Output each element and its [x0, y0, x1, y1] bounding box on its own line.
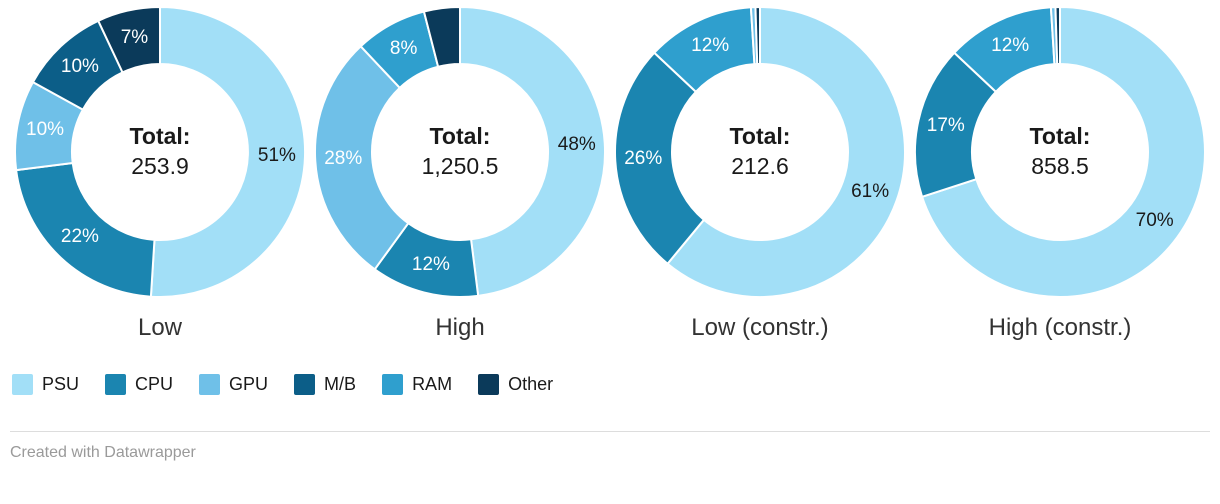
footer: Created with Datawrapper — [10, 432, 1210, 462]
legend-swatch — [105, 374, 127, 395]
legend-label: M/B — [324, 374, 357, 394]
legend-item-other: Other — [478, 374, 553, 395]
chart-title: High — [435, 314, 485, 341]
footer-divider — [10, 431, 1210, 432]
legend: PSU CPU GPU M/B RAM Other — [12, 374, 1210, 395]
donut-slice-cpu — [614, 51, 705, 265]
total-value: 858.5 — [1031, 153, 1089, 179]
donut-svg — [314, 6, 606, 298]
legend-item-gpu: GPU — [199, 374, 268, 395]
legend-label: GPU — [229, 374, 269, 394]
total-value: 253.9 — [131, 153, 189, 179]
donut-svg — [914, 6, 1206, 298]
donut-slice-cpu — [15, 162, 156, 298]
legend-label: PSU — [42, 374, 80, 394]
donut-slice-psu — [666, 6, 906, 298]
total-label: Total: — [1029, 123, 1091, 150]
chart-title: Low (constr.) — [691, 314, 829, 341]
donut-charts-row: 51% 22% 10% 10% 7% Total: 253.9 Low 48% 12% 28% 8% T… — [10, 6, 1210, 342]
donut-slice-psu — [921, 6, 1206, 298]
total-label: Total: — [129, 123, 191, 150]
donut-svg — [14, 6, 306, 298]
credit-text: Created with Datawrapper — [10, 444, 196, 461]
donut-slice-other — [1054, 6, 1061, 66]
legend-label: CPU — [135, 374, 174, 394]
legend-item-ram: RAM — [382, 374, 452, 395]
legend-label: RAM — [412, 374, 453, 394]
donut: 48% 12% 28% 8% Total: 1,250.5 — [314, 6, 606, 298]
chart-title: High (constr.) — [988, 314, 1132, 341]
legend-swatch — [294, 374, 316, 395]
donut-svg — [614, 6, 906, 298]
total-label: Total: — [429, 123, 491, 150]
chart-title: Low — [137, 314, 183, 341]
donut-chart: 51% 22% 10% 10% 7% Total: 253.9 Low — [10, 6, 310, 342]
donut: 51% 22% 10% 10% 7% Total: 253.9 — [14, 6, 306, 298]
donut-center-text: Total: 1,250.5 — [422, 122, 499, 182]
donut-chart: 61% 26% 12% Total: 212.6 Low (constr.) — [610, 6, 910, 342]
legend-swatch — [382, 374, 404, 395]
legend-label: Other — [508, 374, 554, 394]
legend-item-psu: PSU — [12, 374, 79, 395]
donut-chart: 48% 12% 28% 8% Total: 1,250.5 High — [310, 6, 610, 342]
total-label: Total: — [729, 123, 791, 150]
legend-swatch — [478, 374, 500, 395]
legend-swatch — [199, 374, 221, 395]
legend-swatch — [12, 374, 33, 395]
donut-slice-gpu — [314, 45, 410, 271]
donut-center-text: Total: 858.5 — [1030, 122, 1091, 182]
donut-slice-other — [754, 6, 761, 66]
total-value: 212.6 — [731, 153, 789, 179]
donut-center-text: Total: 253.9 — [130, 122, 191, 182]
legend-item-mb: M/B — [294, 374, 356, 395]
donut-slice-other — [97, 6, 161, 74]
donut-slice-psu — [459, 6, 606, 297]
total-value: 1,250.5 — [421, 153, 499, 179]
donut-slice-other — [422, 6, 461, 68]
donut-slice-psu — [149, 6, 306, 298]
donut-center-text: Total: 212.6 — [730, 122, 791, 182]
donut: 70% 17% 12% Total: 858.5 — [914, 6, 1206, 298]
donut: 61% 26% 12% Total: 212.6 — [614, 6, 906, 298]
legend-item-cpu: CPU — [105, 374, 173, 395]
donut-chart: 70% 17% 12% Total: 858.5 High (constr.) — [910, 6, 1210, 342]
